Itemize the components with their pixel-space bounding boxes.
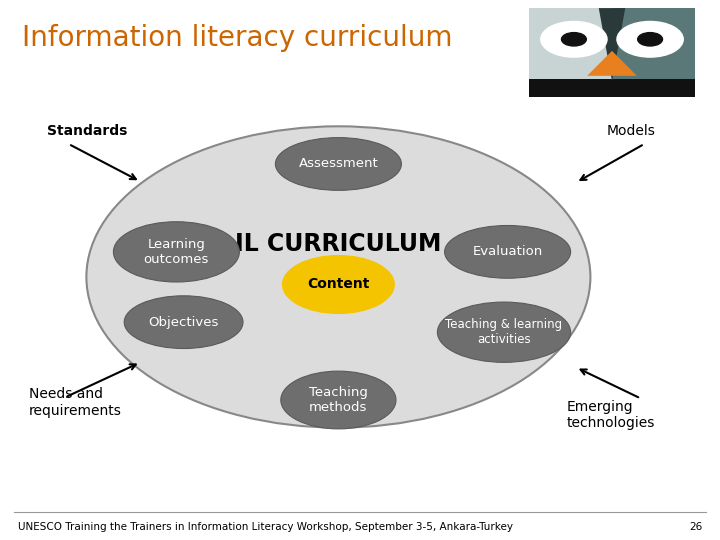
Ellipse shape <box>282 255 395 313</box>
Ellipse shape <box>275 138 402 190</box>
Text: Information literacy curriculum: Information literacy curriculum <box>22 24 452 52</box>
Text: Content: Content <box>307 278 369 292</box>
Circle shape <box>638 32 662 46</box>
Bar <box>529 8 612 97</box>
Text: Evaluation: Evaluation <box>472 245 543 258</box>
Ellipse shape <box>114 222 239 282</box>
Text: Needs and
requirements: Needs and requirements <box>29 387 122 417</box>
Text: Teaching
methods: Teaching methods <box>309 386 368 414</box>
Polygon shape <box>588 51 637 76</box>
Ellipse shape <box>86 126 590 428</box>
Text: Learning
outcomes: Learning outcomes <box>144 238 209 266</box>
Text: Assessment: Assessment <box>299 158 378 171</box>
Circle shape <box>541 22 607 57</box>
Text: IL CURRICULUM: IL CURRICULUM <box>235 232 441 256</box>
Circle shape <box>617 22 683 57</box>
Bar <box>612 8 695 97</box>
Text: Standards: Standards <box>47 124 127 138</box>
Text: Models: Models <box>606 124 655 138</box>
Polygon shape <box>599 8 625 81</box>
Bar <box>529 79 695 97</box>
Text: 26: 26 <box>689 522 702 531</box>
Text: Emerging
technologies: Emerging technologies <box>567 400 655 430</box>
Text: UNESCO Training the Trainers in Information Literacy Workshop, September 3-5, An: UNESCO Training the Trainers in Informat… <box>18 522 513 531</box>
Circle shape <box>562 32 586 46</box>
Text: Teaching & learning
activities: Teaching & learning activities <box>446 318 562 346</box>
Ellipse shape <box>281 371 396 429</box>
Ellipse shape <box>438 302 570 362</box>
Text: Objectives: Objectives <box>148 316 219 329</box>
Ellipse shape <box>124 296 243 348</box>
Ellipse shape <box>444 226 570 278</box>
